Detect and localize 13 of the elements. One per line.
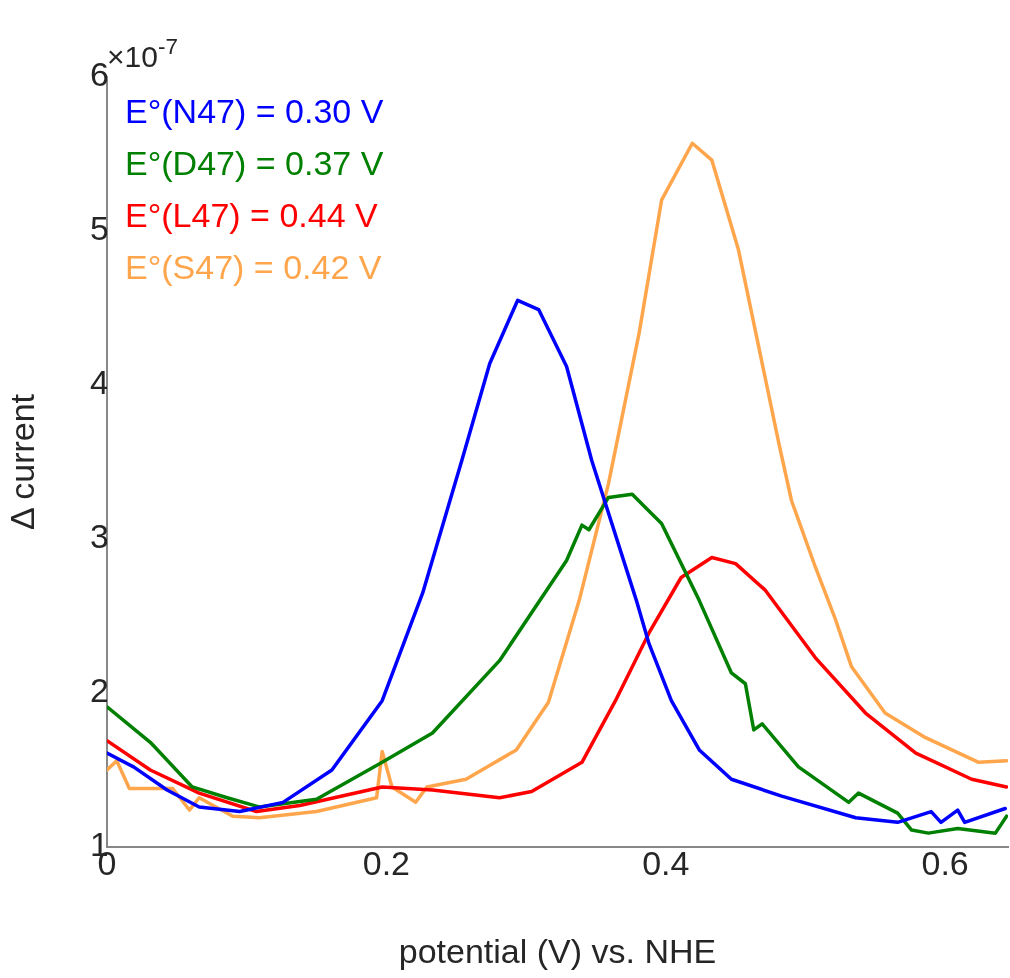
x-axis-title: potential (V) vs. NHE: [398, 931, 717, 970]
text: E°(N47) = 0.30 V: [125, 92, 384, 131]
x-tick-label: 0.6: [921, 843, 969, 882]
y-tick-label: 5: [90, 209, 109, 248]
y-tick-label: 2: [90, 671, 109, 710]
y-tick-label: 6: [90, 55, 109, 94]
text: E°(D47) = 0.37 V: [125, 144, 384, 183]
y-axis-title: Δ current: [2, 393, 41, 531]
text: E°(L47) = 0.44 V: [125, 196, 379, 235]
text: E°(S47) = 0.42 V: [125, 248, 382, 287]
x-tick-label: 0.4: [642, 843, 690, 882]
x-tick-label: 0.2: [362, 843, 411, 882]
y-tick-label: 3: [90, 517, 109, 556]
